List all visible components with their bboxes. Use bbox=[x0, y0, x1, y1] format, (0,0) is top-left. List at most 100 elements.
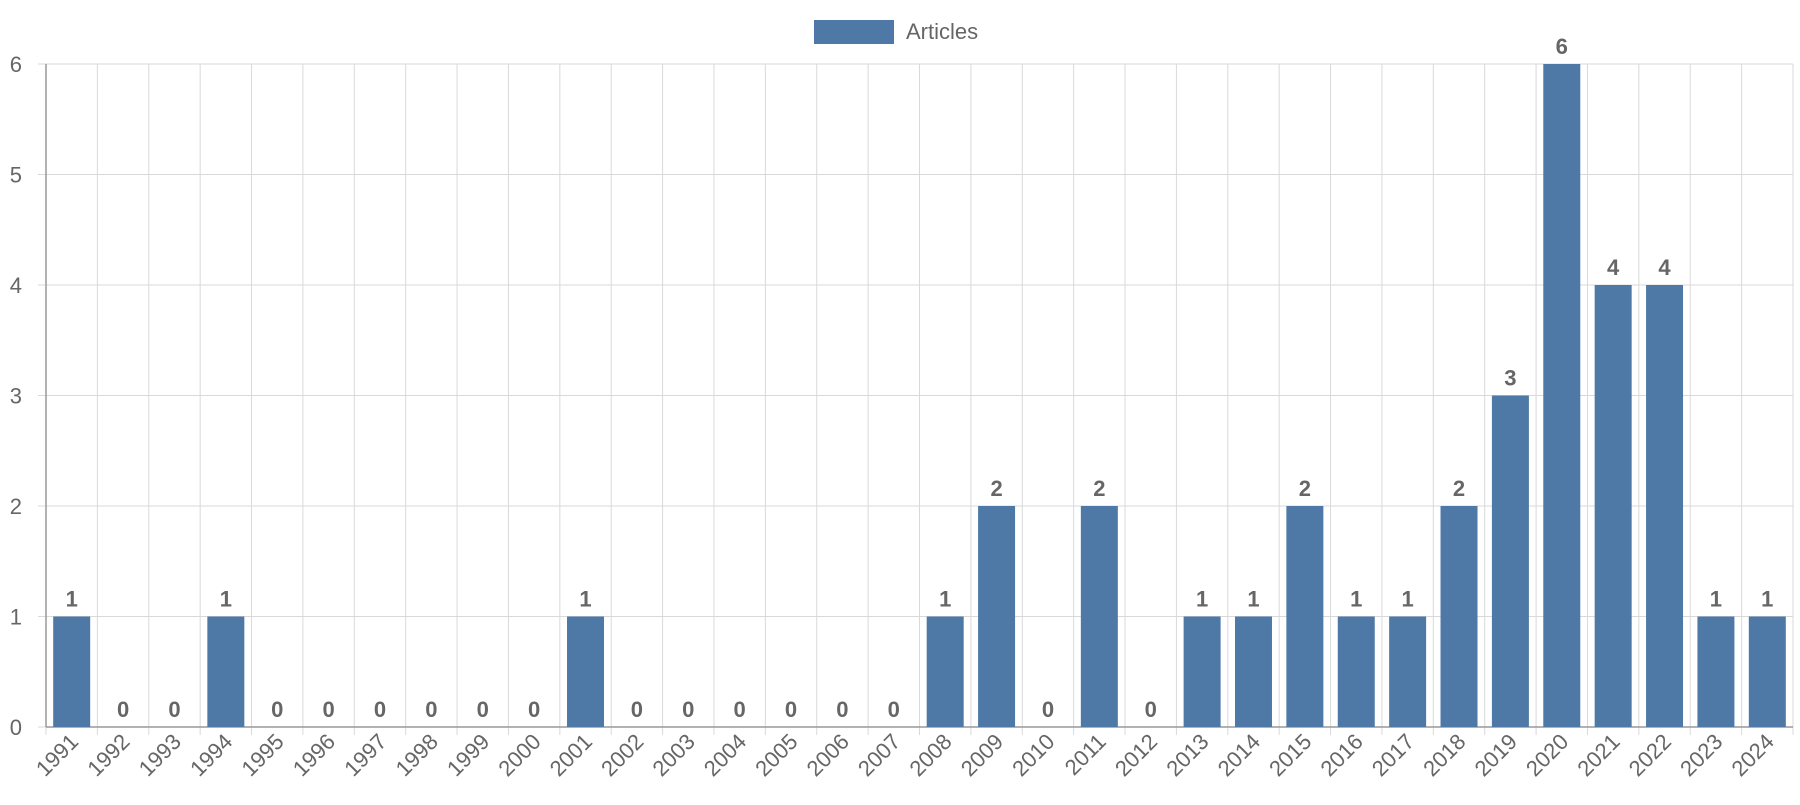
x-tick-label-2020: 2020 bbox=[1521, 729, 1573, 781]
data-label-2024: 1 bbox=[1761, 587, 1773, 612]
x-tick-label-1998: 1998 bbox=[391, 729, 443, 781]
grid-lines bbox=[38, 63, 1794, 735]
x-tick-label-2011: 2011 bbox=[1060, 729, 1111, 780]
bar-2018[interactable] bbox=[1440, 506, 1478, 727]
data-label-2003: 0 bbox=[682, 697, 694, 722]
bar-2013[interactable] bbox=[1183, 616, 1221, 728]
legend[interactable]: Articles bbox=[814, 19, 978, 44]
y-tick-label: 6 bbox=[10, 52, 22, 77]
x-tick-label-1995: 1995 bbox=[236, 729, 288, 781]
x-tick-label-1994: 1994 bbox=[185, 729, 237, 781]
y-tick-label: 1 bbox=[10, 605, 22, 630]
bar-2021[interactable] bbox=[1594, 285, 1632, 727]
data-label-2020: 6 bbox=[1556, 34, 1568, 59]
x-tick-label-2013: 2013 bbox=[1161, 729, 1213, 781]
data-label-2001: 1 bbox=[579, 587, 591, 612]
x-tick-label-2003: 2003 bbox=[648, 729, 700, 781]
data-label-1996: 0 bbox=[322, 697, 334, 722]
x-tick-label-1993: 1993 bbox=[134, 729, 186, 781]
x-tick-label-2002: 2002 bbox=[596, 729, 648, 781]
data-label-1993: 0 bbox=[168, 697, 180, 722]
x-tick-label-2005: 2005 bbox=[750, 729, 802, 781]
legend-label[interactable]: Articles bbox=[906, 19, 978, 44]
x-tick-label-2009: 2009 bbox=[956, 729, 1008, 781]
bar-2011[interactable] bbox=[1080, 506, 1118, 727]
data-label-2008: 1 bbox=[939, 587, 951, 612]
data-label-2009: 2 bbox=[990, 476, 1002, 501]
data-label-2022: 4 bbox=[1658, 255, 1671, 280]
data-label-2023: 1 bbox=[1710, 587, 1722, 612]
data-label-2019: 3 bbox=[1504, 366, 1516, 391]
data-label-2006: 0 bbox=[836, 697, 848, 722]
data-label-2004: 0 bbox=[734, 697, 746, 722]
x-tick-label-1991: 1991 bbox=[31, 729, 83, 781]
data-label-2013: 1 bbox=[1196, 587, 1208, 612]
x-tick-label-2015: 2015 bbox=[1264, 729, 1316, 781]
data-label-2010: 0 bbox=[1042, 697, 1054, 722]
x-tick-label-2022: 2022 bbox=[1624, 729, 1676, 781]
legend-swatch[interactable] bbox=[814, 20, 894, 44]
bar-2024[interactable] bbox=[1748, 616, 1786, 728]
bar-2017[interactable] bbox=[1389, 616, 1427, 728]
data-label-2016: 1 bbox=[1350, 587, 1362, 612]
data-label-2012: 0 bbox=[1145, 697, 1157, 722]
bar-2022[interactable] bbox=[1646, 285, 1684, 727]
x-tick-label-2024: 2024 bbox=[1727, 729, 1779, 781]
bar-1991[interactable] bbox=[53, 616, 91, 728]
data-labels: 1 0 0 1 0 0 0 0 0 0 1 0 0 0 0 0 0 1 2 0 2 0 1 1 2 1 1 2 3 6 4 4 1 1 bbox=[66, 34, 1774, 722]
x-tick-label-2006: 2006 bbox=[802, 729, 854, 781]
x-tick-label-1997: 1997 bbox=[339, 729, 391, 781]
bar-2001[interactable] bbox=[567, 616, 605, 728]
bar-2016[interactable] bbox=[1337, 616, 1375, 728]
data-label-1999: 0 bbox=[477, 697, 489, 722]
data-label-2017: 1 bbox=[1402, 587, 1414, 612]
x-tick-label-2010: 2010 bbox=[1007, 729, 1059, 781]
data-label-2002: 0 bbox=[631, 697, 643, 722]
y-tick-label: 5 bbox=[10, 163, 22, 188]
data-label-2011: 2 bbox=[1093, 476, 1105, 501]
bar-2023[interactable] bbox=[1697, 616, 1735, 728]
bar-2009[interactable] bbox=[978, 506, 1016, 727]
x-tick-label-2001: 2001 bbox=[545, 729, 597, 781]
x-tick-label-2008: 2008 bbox=[904, 729, 956, 781]
data-label-2000: 0 bbox=[528, 697, 540, 722]
bar-1994[interactable] bbox=[207, 616, 245, 728]
y-tick-label: 4 bbox=[10, 273, 22, 298]
x-tick-label-1999: 1999 bbox=[442, 729, 494, 781]
bar-2020[interactable] bbox=[1543, 64, 1581, 727]
data-label-1997: 0 bbox=[374, 697, 386, 722]
data-label-2005: 0 bbox=[785, 697, 797, 722]
data-label-2018: 2 bbox=[1453, 476, 1465, 501]
bar-2014[interactable] bbox=[1234, 616, 1272, 728]
x-tick-label-2004: 2004 bbox=[699, 729, 751, 781]
data-label-2014: 1 bbox=[1247, 587, 1259, 612]
data-label-2015: 2 bbox=[1299, 476, 1311, 501]
data-label-1994: 1 bbox=[220, 587, 232, 612]
x-tick-label-2018: 2018 bbox=[1418, 729, 1470, 781]
x-tick-label-2016: 2016 bbox=[1315, 729, 1367, 781]
x-tick-label-2023: 2023 bbox=[1675, 729, 1727, 781]
data-label-1998: 0 bbox=[425, 697, 437, 722]
y-tick-label: 2 bbox=[10, 494, 22, 519]
x-tick-label-2012: 2012 bbox=[1110, 729, 1162, 781]
x-tick-label-2021: 2021 bbox=[1572, 729, 1624, 781]
x-tick-label-1996: 1996 bbox=[288, 729, 340, 781]
x-tick-label-2017: 2017 bbox=[1367, 729, 1419, 781]
bar-2019[interactable] bbox=[1491, 395, 1529, 728]
x-tick-label-2014: 2014 bbox=[1213, 729, 1265, 781]
data-label-1995: 0 bbox=[271, 697, 283, 722]
bar-2008[interactable] bbox=[926, 616, 964, 728]
data-label-1992: 0 bbox=[117, 697, 129, 722]
data-label-2007: 0 bbox=[888, 697, 900, 722]
x-tick-label-2019: 2019 bbox=[1470, 729, 1522, 781]
x-tick-label-1992: 1992 bbox=[82, 729, 134, 781]
bar-2015[interactable] bbox=[1286, 506, 1324, 727]
y-tick-label: 0 bbox=[10, 715, 22, 740]
x-tick-label-2007: 2007 bbox=[853, 729, 905, 781]
data-label-2021: 4 bbox=[1607, 255, 1620, 280]
bars bbox=[53, 64, 1786, 727]
x-tick-label-2000: 2000 bbox=[493, 729, 545, 781]
y-tick-label: 3 bbox=[10, 384, 22, 409]
